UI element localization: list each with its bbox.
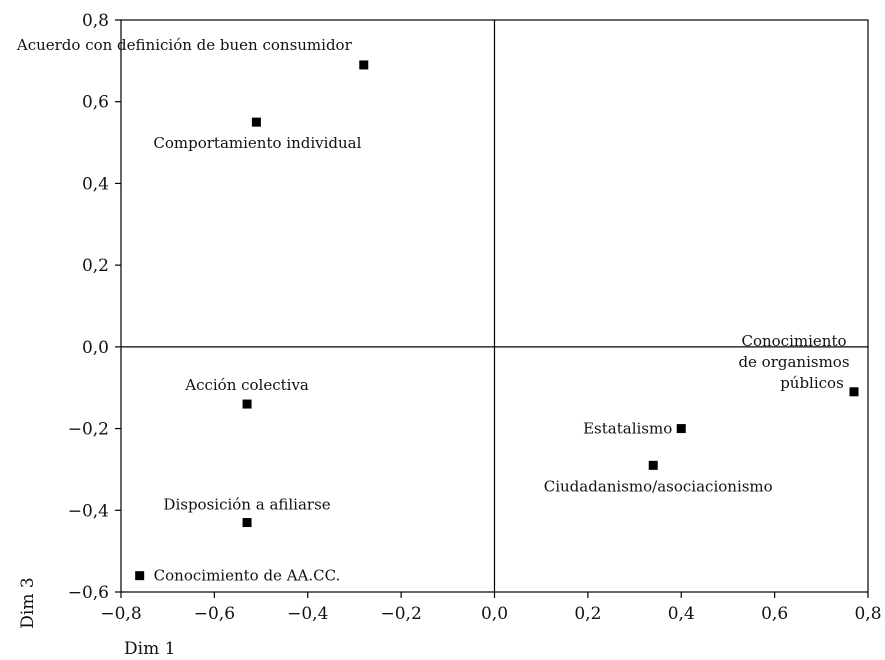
point-label: Conocimiento de AA.CC. bbox=[154, 567, 341, 585]
point-label: Conocimiento de organismos públicos bbox=[738, 332, 849, 392]
data-point: Estatalismo bbox=[583, 420, 686, 438]
point-marker bbox=[849, 387, 859, 397]
data-point: Acuerdo con definición de buen consumido… bbox=[16, 36, 369, 70]
x-tick-label: −0,8 bbox=[100, 604, 141, 624]
y-tick-label: −0,4 bbox=[68, 501, 109, 521]
point-marker bbox=[242, 399, 252, 409]
y-axis-ticks: −0,6 −0,4 −0,2 0,0 0,2 0,4 0,6 0,8 bbox=[68, 11, 121, 603]
y-tick-label: −0,6 bbox=[68, 583, 109, 603]
point-label: Acuerdo con definición de buen consumido… bbox=[16, 36, 353, 54]
data-point: Conocimiento de organismos públicos bbox=[738, 332, 859, 397]
y-axis-title: Dim 3 bbox=[18, 577, 38, 628]
y-tick-label: 0,8 bbox=[82, 11, 109, 31]
point-marker bbox=[676, 424, 686, 434]
data-point: Conocimiento de AA.CC. bbox=[135, 567, 340, 585]
point-label: Ciudadanismo/asociacionismo bbox=[544, 477, 773, 495]
point-label: Estatalismo bbox=[583, 420, 672, 438]
x-tick-label: −0,4 bbox=[287, 604, 328, 624]
point-marker bbox=[648, 460, 658, 470]
x-axis-ticks: −0,8 −0,6 −0,4 −0,2 0,0 0,2 0,4 0,6 0,8 bbox=[100, 592, 882, 624]
data-points: Acuerdo con definición de buen consumido… bbox=[16, 36, 859, 585]
x-tick-label: −0,2 bbox=[380, 604, 421, 624]
x-tick-label: 0,0 bbox=[481, 604, 508, 624]
y-tick-label: 0,6 bbox=[82, 93, 109, 113]
point-label: Disposición a afiliarse bbox=[163, 496, 330, 514]
x-tick-label: 0,6 bbox=[761, 604, 788, 624]
x-axis-title: Dim 1 bbox=[124, 639, 175, 659]
point-marker bbox=[251, 117, 261, 127]
point-label: Acción colectiva bbox=[184, 376, 309, 394]
y-tick-label: 0,0 bbox=[82, 338, 109, 358]
y-tick-label: 0,4 bbox=[82, 174, 109, 194]
data-point: Acción colectiva bbox=[184, 376, 309, 409]
x-tick-label: 0,2 bbox=[574, 604, 601, 624]
data-point: Disposición a afiliarse bbox=[163, 496, 331, 528]
y-tick-label: 0,2 bbox=[82, 256, 109, 276]
x-tick-label: 0,4 bbox=[668, 604, 695, 624]
point-marker bbox=[359, 60, 369, 70]
x-tick-label: 0,8 bbox=[854, 604, 881, 624]
point-label: Comportamiento individual bbox=[153, 134, 361, 152]
data-point: Ciudadanismo/asociacionismo bbox=[544, 460, 773, 495]
data-point: Comportamiento individual bbox=[153, 117, 362, 152]
x-tick-label: −0,6 bbox=[194, 604, 235, 624]
point-marker bbox=[135, 571, 145, 581]
point-marker bbox=[242, 518, 252, 528]
y-tick-label: −0,2 bbox=[68, 420, 109, 440]
